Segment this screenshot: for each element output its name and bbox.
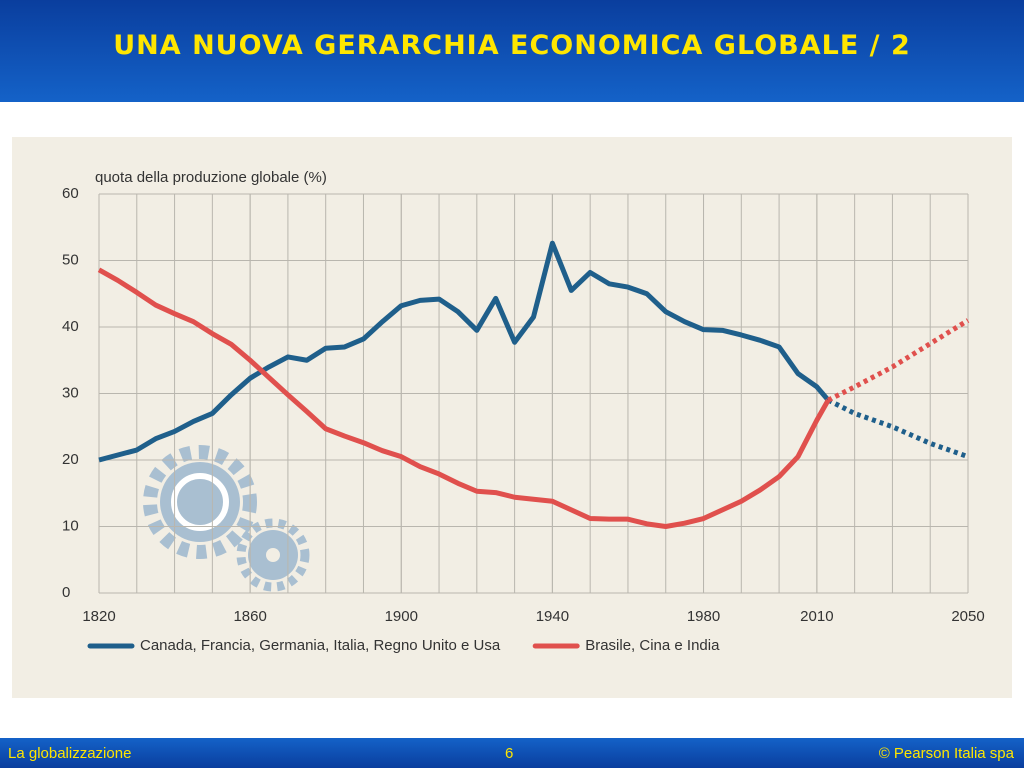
y-tick-label: 10 — [62, 517, 79, 534]
x-tick-label: 1980 — [687, 608, 720, 625]
chart-panel — [12, 137, 1012, 698]
series-line — [827, 318, 970, 403]
legend-label: Brasile, Cina e India — [585, 637, 720, 654]
x-tick-label: 1900 — [385, 608, 418, 625]
x-tick-label: 2050 — [951, 608, 984, 625]
series-line — [827, 397, 969, 460]
legend-label: Canada, Francia, Germania, Italia, Regno… — [140, 637, 501, 654]
y-axis-label: quota della produzione globale (%) — [95, 169, 327, 186]
y-tick-label: 0 — [62, 584, 70, 601]
y-tick-label: 20 — [62, 451, 79, 468]
chart: quota della produzione globale (%) 0 10 20… — [12, 137, 1012, 698]
footer: La globalizzazione 6 © Pearson Italia sp… — [0, 738, 1024, 768]
y-tick-label: 40 — [62, 318, 79, 335]
x-tick-label: 1860 — [233, 608, 266, 625]
y-tick-label: 60 — [62, 185, 79, 202]
x-tick-label: 1820 — [82, 608, 115, 625]
footer-right: © Pearson Italia spa — [878, 745, 1014, 762]
header: UNA NUOVA GERARCHIA ECONOMICA GLOBALE / … — [0, 0, 1024, 102]
series-line — [97, 267, 831, 529]
slide-title: UNA NUOVA GERARCHIA ECONOMICA GLOBALE / … — [113, 30, 911, 61]
footer-left: La globalizzazione — [8, 745, 132, 762]
page-number: 6 — [505, 745, 514, 762]
y-tick-label: 30 — [62, 384, 79, 401]
x-tick-label: 2010 — [800, 608, 833, 625]
y-tick-label: 50 — [62, 251, 79, 268]
series-line — [98, 240, 831, 463]
x-tick-label: 1940 — [536, 608, 569, 625]
